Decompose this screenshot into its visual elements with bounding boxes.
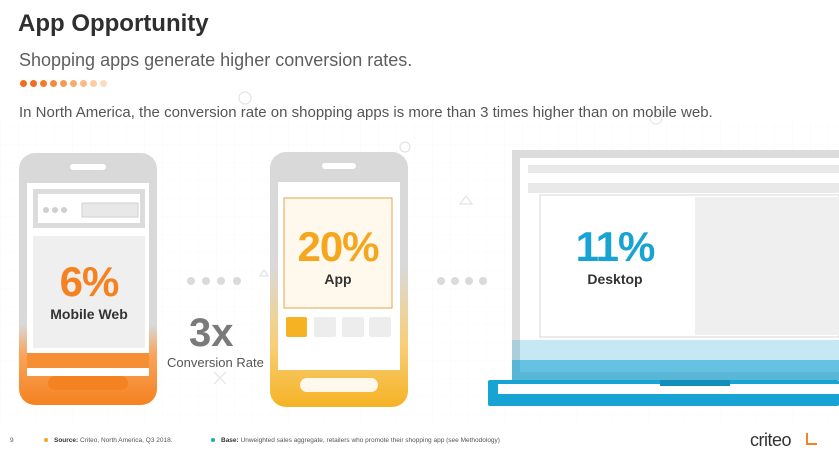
desktop-rate: 11% [575,223,656,270]
mobile-web-label: Mobile Web [50,306,128,322]
lead-statement: In North America, the conversion rate on… [19,104,713,121]
source-bullet-icon [44,438,48,443]
base-note: Base: Unweighted sales aggregate, retail… [211,437,500,444]
criteo-logo: criteo [750,430,792,450]
conversion-rate-label: Conversion Rate [167,355,264,370]
mobile-web-stat: 6% Mobile Web [33,259,145,323]
app-stat: 20% App [284,224,392,288]
base-bullet-icon [211,438,215,443]
desktop-label: Desktop [587,271,643,287]
source-note: Source: Criteo, North America, Q3 2018. [44,437,173,444]
conversion-multiplier: 3x [189,311,234,355]
criteo-logo-mark-icon [806,433,817,445]
title-dots-divider [20,80,107,87]
page-subtitle: Shopping apps generate higher conversion… [19,50,413,70]
mobile-web-rate: 6% [59,258,120,305]
app-label: App [324,271,352,287]
desktop-stat: 11% Desktop [555,224,675,288]
page-number: 9 [10,437,14,444]
page-title: App Opportunity [18,10,209,37]
app-rate: 20% [297,223,379,270]
